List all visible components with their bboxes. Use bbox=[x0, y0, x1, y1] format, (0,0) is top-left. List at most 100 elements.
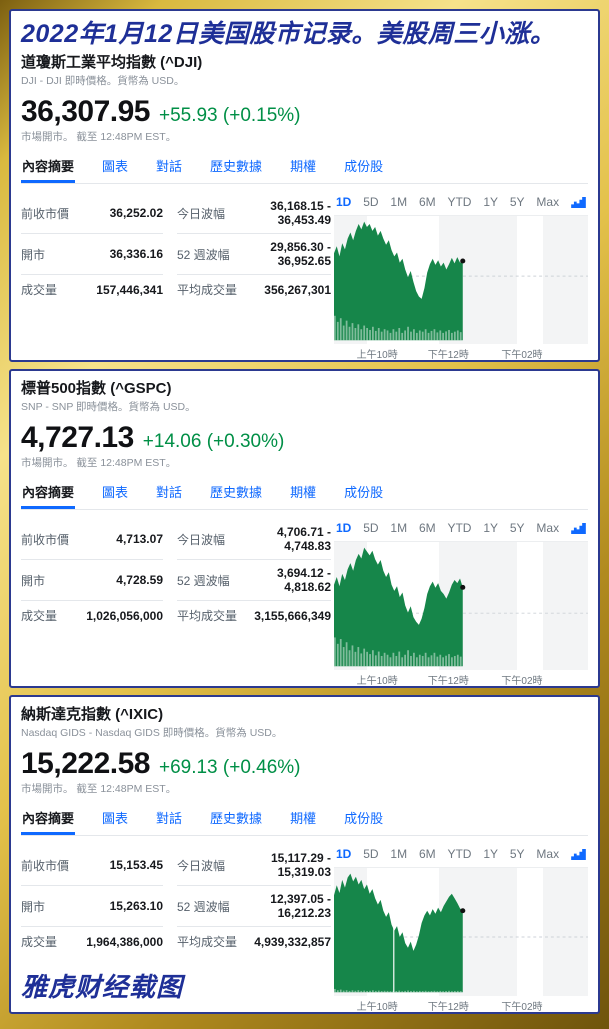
stats-table: 前收市價 15,153.45 今日波幅 15,117.29 -15,319.03 開… bbox=[21, 845, 331, 956]
price-chart-gspc[interactable] bbox=[334, 542, 588, 670]
tab-components[interactable]: 成份股 bbox=[344, 159, 384, 174]
tab-historical-data[interactable]: 歷史數據 bbox=[210, 485, 263, 500]
index-change: +14.06 (+0.30%) bbox=[142, 431, 285, 452]
range-1m[interactable]: 1M bbox=[390, 847, 408, 861]
range-max[interactable]: Max bbox=[536, 195, 560, 209]
index-change: +55.93 (+0.15%) bbox=[158, 105, 301, 126]
chart-x-axis: 上午10時 下午12時 下午02時 bbox=[334, 670, 588, 686]
stat-open: 開市 4,728.59 bbox=[21, 560, 163, 601]
range-5d[interactable]: 5D bbox=[363, 195, 379, 209]
area-chart-icon[interactable] bbox=[569, 522, 588, 534]
price-chart-dji[interactable] bbox=[334, 216, 588, 344]
range-max[interactable]: Max bbox=[536, 521, 560, 535]
quote-row: 15,222.58 +69.13 (+0.46%) bbox=[21, 748, 588, 780]
range-ytd[interactable]: YTD bbox=[447, 195, 472, 209]
tab-summary[interactable]: 內容摘要 bbox=[21, 804, 76, 835]
stat-volume: 成交量 1,026,056,000 bbox=[21, 608, 163, 624]
range-1y[interactable]: 1Y bbox=[483, 521, 499, 535]
chart-block: 1D 5D 1M 6M YTD 1Y 5Y Max 上午10時 下午12時 下午… bbox=[334, 519, 588, 686]
x-label-2pm: 下午02時 bbox=[501, 676, 543, 687]
range-1y[interactable]: 1Y bbox=[483, 847, 499, 861]
asof-text: 市場開市。 截至 12:48PM EST。 bbox=[21, 131, 177, 143]
area-chart-icon[interactable] bbox=[569, 848, 588, 860]
stat-day-range: 今日波幅 4,706.71 -4,748.83 bbox=[177, 519, 331, 560]
range-1d[interactable]: 1D bbox=[336, 847, 352, 861]
stats-table: 前收市價 4,713.07 今日波幅 4,706.71 -4,748.83 開市 4,… bbox=[21, 519, 331, 630]
index-name: 標普500指數 (^GSPC) bbox=[21, 380, 172, 397]
tab-chart[interactable]: 圖表 bbox=[102, 811, 129, 826]
stat-avg-volume: 平均成交量 4,939,332,857 bbox=[177, 934, 331, 950]
quote-row: 4,727.13 +14.06 (+0.30%) bbox=[21, 422, 588, 454]
tab-options[interactable]: 期權 bbox=[290, 811, 317, 826]
asof-text: 市場開市。 截至 12:48PM EST。 bbox=[21, 457, 177, 469]
tab-bar: 內容摘要 圖表 對話 歷史數據 期權 成份股 bbox=[21, 804, 588, 836]
range-1m[interactable]: 1M bbox=[390, 195, 408, 209]
index-subtitle: SNP - SNP 即時價格。貨幣為 USD。 bbox=[21, 401, 196, 413]
tab-historical-data[interactable]: 歷史數據 bbox=[210, 811, 263, 826]
x-label-10am: 上午10時 bbox=[356, 1002, 398, 1013]
tab-chart[interactable]: 圖表 bbox=[102, 485, 129, 500]
range-5y[interactable]: 5Y bbox=[509, 847, 525, 861]
stat-open: 開市 36,336.16 bbox=[21, 234, 163, 275]
index-panel-ixic: 納斯達克指數 (^IXIC) Nasdaq GIDS - Nasdaq GIDS… bbox=[9, 695, 600, 1014]
range-selector: 1D 5D 1M 6M YTD 1Y 5Y Max bbox=[334, 845, 588, 868]
range-max[interactable]: Max bbox=[536, 847, 560, 861]
x-label-12pm: 下午12時 bbox=[427, 350, 469, 361]
tab-chart[interactable]: 圖表 bbox=[102, 159, 129, 174]
index-price: 4,727.13 bbox=[21, 421, 134, 454]
index-change: +69.13 (+0.46%) bbox=[158, 757, 301, 778]
tab-components[interactable]: 成份股 bbox=[344, 485, 384, 500]
price-chart-ixic[interactable] bbox=[334, 868, 588, 996]
tab-summary[interactable]: 內容摘要 bbox=[21, 478, 76, 509]
index-price: 15,222.58 bbox=[21, 747, 150, 780]
index-subtitle: DJI - DJI 即時價格。貨幣為 USD。 bbox=[21, 75, 185, 87]
x-label-12pm: 下午12時 bbox=[427, 1002, 469, 1013]
stat-52wk-range: 52 週波幅 3,694.12 -4,818.62 bbox=[177, 560, 331, 601]
stat-prev-close: 前收市價 36,252.02 bbox=[21, 193, 163, 234]
range-5y[interactable]: 5Y bbox=[509, 195, 525, 209]
range-1m[interactable]: 1M bbox=[390, 521, 408, 535]
stat-volume: 成交量 1,964,386,000 bbox=[21, 934, 163, 950]
area-chart-icon[interactable] bbox=[569, 196, 588, 208]
tab-conversations[interactable]: 對話 bbox=[156, 811, 183, 826]
range-5d[interactable]: 5D bbox=[363, 847, 379, 861]
stat-prev-close: 前收市價 15,153.45 bbox=[21, 845, 163, 886]
tab-options[interactable]: 期權 bbox=[290, 485, 317, 500]
tab-components[interactable]: 成份股 bbox=[344, 811, 384, 826]
range-5y[interactable]: 5Y bbox=[509, 521, 525, 535]
range-1d[interactable]: 1D bbox=[336, 521, 352, 535]
stat-day-range: 今日波幅 15,117.29 -15,319.03 bbox=[177, 845, 331, 886]
range-1y[interactable]: 1Y bbox=[483, 195, 499, 209]
stat-52wk-range: 52 週波幅 29,856.30 -36,952.65 bbox=[177, 234, 331, 275]
chart-x-axis: 上午10時 下午12時 下午02時 bbox=[334, 996, 588, 1012]
range-ytd[interactable]: YTD bbox=[447, 847, 472, 861]
index-panel-dji: 2022年1月12日美国股市记录。美股周三小涨。 道瓊斯工業平均指數 (^DJI… bbox=[9, 9, 600, 362]
x-label-10am: 上午10時 bbox=[356, 676, 398, 687]
tab-historical-data[interactable]: 歷史數據 bbox=[210, 159, 263, 174]
stats-table: 前收市價 36,252.02 今日波幅 36,168.15 -36,453.49 開… bbox=[21, 193, 331, 304]
x-label-2pm: 下午02時 bbox=[501, 350, 543, 361]
chart-x-axis: 上午10時 下午12時 下午02時 bbox=[334, 344, 588, 360]
tab-summary[interactable]: 內容摘要 bbox=[21, 152, 76, 183]
tab-options[interactable]: 期權 bbox=[290, 159, 317, 174]
range-6m[interactable]: 6M bbox=[418, 847, 436, 861]
footer-caption: 雅虎财经载图 bbox=[21, 972, 184, 1002]
tab-conversations[interactable]: 對話 bbox=[156, 485, 183, 500]
range-5d[interactable]: 5D bbox=[363, 521, 379, 535]
range-1d[interactable]: 1D bbox=[336, 195, 352, 209]
range-6m[interactable]: 6M bbox=[418, 195, 436, 209]
index-price: 36,307.95 bbox=[21, 95, 150, 128]
tab-bar: 內容摘要 圖表 對話 歷史數據 期權 成份股 bbox=[21, 478, 588, 510]
range-6m[interactable]: 6M bbox=[418, 521, 436, 535]
tab-bar: 內容摘要 圖表 對話 歷史數據 期權 成份股 bbox=[21, 152, 588, 184]
range-selector: 1D 5D 1M 6M YTD 1Y 5Y Max bbox=[334, 519, 588, 542]
asof-text: 市場開市。 截至 12:48PM EST。 bbox=[21, 783, 177, 795]
stat-day-range: 今日波幅 36,168.15 -36,453.49 bbox=[177, 193, 331, 234]
tab-conversations[interactable]: 對話 bbox=[156, 159, 183, 174]
index-panel-gspc: 標普500指數 (^GSPC) SNP - SNP 即時價格。貨幣為 USD。 … bbox=[9, 369, 600, 688]
stat-volume: 成交量 157,446,341 bbox=[21, 282, 163, 298]
range-selector: 1D 5D 1M 6M YTD 1Y 5Y Max bbox=[334, 193, 588, 216]
range-ytd[interactable]: YTD bbox=[447, 521, 472, 535]
index-subtitle: Nasdaq GIDS - Nasdaq GIDS 即時價格。貨幣為 USD。 bbox=[21, 727, 283, 739]
